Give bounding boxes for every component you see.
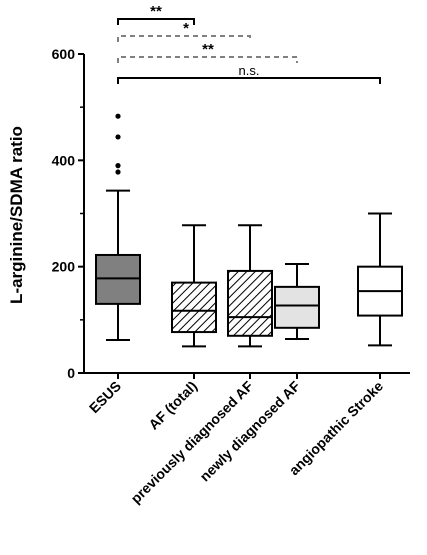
box-iqr xyxy=(95,253,141,305)
outlier-point xyxy=(115,134,121,140)
x-tick-label-4: angiopathic Stroke xyxy=(286,378,387,479)
y-axis-label: L-arginine/SDMA ratio xyxy=(7,126,26,304)
significance-label-0: ** xyxy=(150,3,162,20)
significance-bracket-3 xyxy=(117,77,381,84)
box-4 xyxy=(357,212,403,347)
significance-bracket-1 xyxy=(117,35,251,42)
box-1 xyxy=(171,224,217,348)
outlier-point xyxy=(115,113,121,119)
y-tick-label-3: 600 xyxy=(52,46,76,62)
significance-bracket-2 xyxy=(117,56,298,63)
y-tick-label-0: 0 xyxy=(67,365,75,381)
significance-label-3: n.s. xyxy=(239,63,260,78)
box-iqr xyxy=(227,269,273,337)
box-iqr xyxy=(274,285,320,329)
y-tick-label-2: 400 xyxy=(52,152,76,168)
significance-label-1: * xyxy=(183,20,189,37)
significance-label-2: ** xyxy=(202,41,214,58)
box-0 xyxy=(95,113,141,342)
x-tick-label-1: AF (total) xyxy=(145,378,200,433)
outlier-point xyxy=(115,163,121,169)
outlier-point xyxy=(115,169,121,175)
y-tick-label-1: 200 xyxy=(52,259,76,275)
box-2 xyxy=(227,224,273,348)
box-iqr xyxy=(171,281,217,334)
significance-bracket-0 xyxy=(117,18,195,25)
box-3 xyxy=(274,263,320,340)
x-tick-label-0: ESUS xyxy=(86,378,124,416)
